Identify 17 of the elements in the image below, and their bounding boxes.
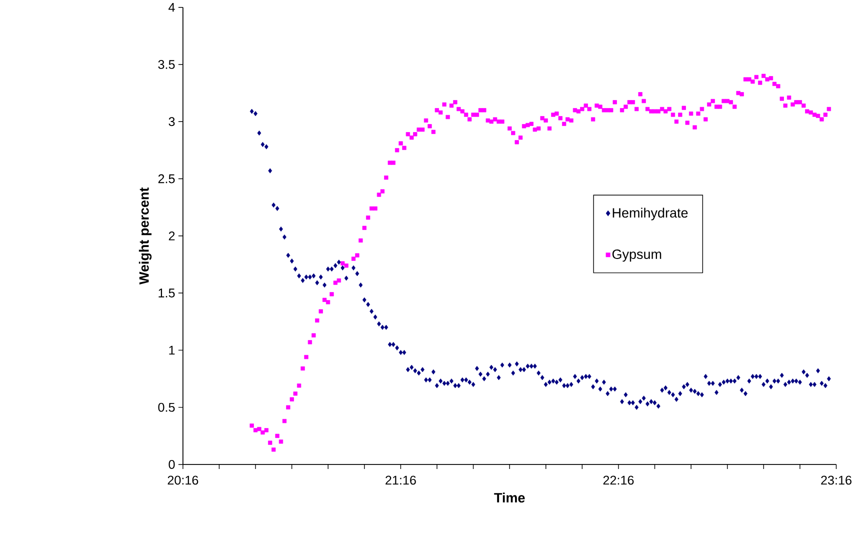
y-tick-label: 0 bbox=[168, 460, 175, 470]
y-axis-title: Weight percent bbox=[138, 188, 152, 285]
y-tick-label: 2 bbox=[168, 232, 175, 240]
y-tick-label: 1.5 bbox=[158, 288, 175, 298]
y-tick-label: 3.5 bbox=[158, 60, 175, 70]
x-axis-title: Time bbox=[494, 492, 525, 503]
x-tick-label: 21:16 bbox=[386, 476, 416, 485]
legend-label: Hemihydrate bbox=[612, 208, 688, 220]
x-tick-label: 23:16 bbox=[821, 476, 852, 485]
y-tick-label: 2.5 bbox=[158, 174, 175, 184]
x-tick-label: 22:16 bbox=[603, 476, 634, 485]
y-tick-label: 1 bbox=[169, 346, 175, 355]
y-tick-label: 0.5 bbox=[158, 403, 175, 412]
y-tick-label: 4 bbox=[168, 3, 175, 12]
legend-label: Gypsum bbox=[612, 250, 662, 262]
y-tick-label: 3 bbox=[168, 117, 175, 126]
x-tick-label: 20:16 bbox=[168, 476, 198, 485]
